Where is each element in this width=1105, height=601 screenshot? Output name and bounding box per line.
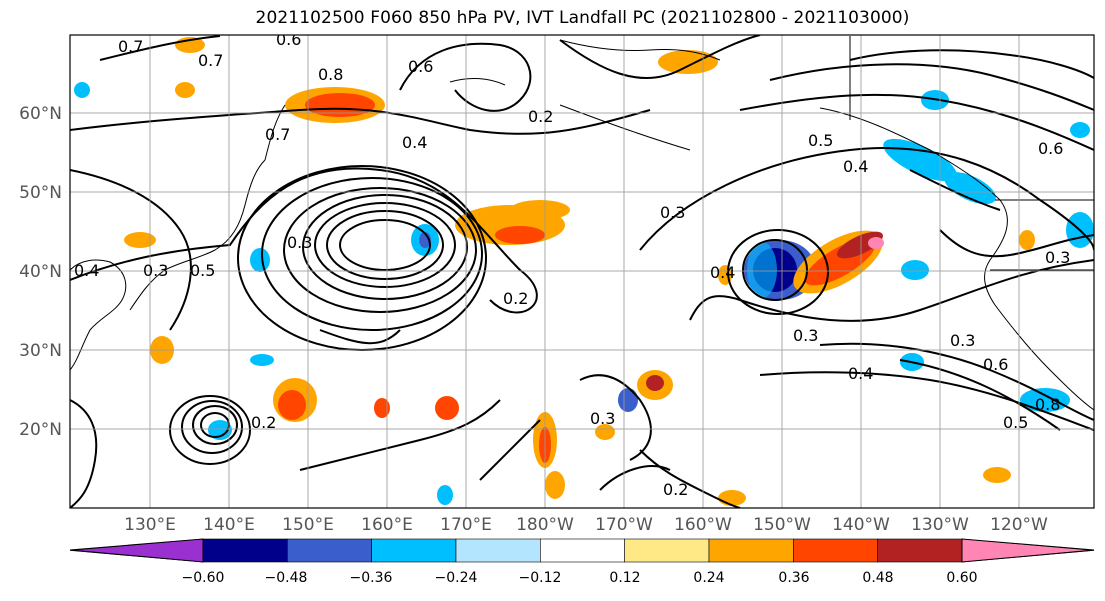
contour-label: 0.6 <box>408 57 433 76</box>
contour-label: 0.3 <box>793 326 818 345</box>
contour-label: 0.3 <box>1045 248 1070 267</box>
contour-label: 0.3 <box>143 261 168 280</box>
lat-label: 30°N <box>19 341 62 361</box>
colorbar-tick: −0.24 <box>434 570 478 586</box>
contour-label: 0.3 <box>287 233 312 252</box>
contour-label: 0.6 <box>276 30 301 49</box>
contour-label: 0.3 <box>660 203 685 222</box>
contour-label: 0.7 <box>265 125 290 144</box>
colorbar-tick: −0.48 <box>264 570 308 586</box>
lat-label: 20°N <box>19 420 62 440</box>
contour-label: 0.7 <box>198 51 223 70</box>
lon-label: 150°E <box>282 515 334 535</box>
lat-label: 40°N <box>19 262 62 282</box>
shading-layer <box>74 37 1094 506</box>
graticule <box>70 35 1094 508</box>
lon-label: 150°W <box>753 515 811 535</box>
coastline-layer <box>70 36 1094 411</box>
colorbar-tick: 0.60 <box>946 570 978 586</box>
colorbar-tick: 0.12 <box>609 570 641 586</box>
colorbar-tick: −0.36 <box>349 570 393 586</box>
lon-label: 160°W <box>674 515 732 535</box>
lat-label: 50°N <box>19 183 62 203</box>
lon-label: 120°W <box>990 515 1048 535</box>
lon-label: 180°W <box>516 515 574 535</box>
contour-label: 0.4 <box>710 263 735 282</box>
contour-label: 0.8 <box>318 65 343 84</box>
contour-label: 0.7 <box>118 37 143 56</box>
contour-labels: 0.7 0.6 0.7 0.8 0.7 0.6 0.4 0.2 0.5 0.4 … <box>74 30 1070 499</box>
lon-label: 170°W <box>595 515 653 535</box>
contour-label: 0.5 <box>190 261 215 280</box>
colorbar-tick: 0.36 <box>778 570 810 586</box>
contour-label: 0.6 <box>1038 139 1063 158</box>
lon-label: 170°E <box>440 515 492 535</box>
contour-label: 0.2 <box>528 107 553 126</box>
contour-label: 0.8 <box>1035 395 1060 414</box>
lon-label: 160°E <box>361 515 413 535</box>
lon-label: 140°E <box>203 515 255 535</box>
contour-label: 0.4 <box>848 364 873 383</box>
contour-label: 0.3 <box>590 409 615 428</box>
lon-label: 140°W <box>832 515 890 535</box>
lon-label: 130°W <box>911 515 969 535</box>
contour-label: 0.2 <box>251 413 276 432</box>
contour-label: 0.5 <box>808 131 833 150</box>
contour-label: 0.3 <box>950 331 975 350</box>
colorbar-tick: −0.12 <box>518 570 562 586</box>
colorbar-tick: −0.60 <box>181 570 225 586</box>
contour-label: 0.2 <box>663 480 688 499</box>
colorbar-tick: 0.24 <box>693 570 725 586</box>
colorbar-tick: 0.48 <box>862 570 894 586</box>
contour-label: 0.6 <box>983 355 1008 374</box>
lat-label: 60°N <box>19 104 62 124</box>
contour-label: 0.5 <box>1003 413 1028 432</box>
contour-label: 0.4 <box>843 157 868 176</box>
map-title: 2021102500 F060 850 hPa PV, IVT Landfall… <box>255 8 910 28</box>
contour-label: 0.4 <box>74 261 99 280</box>
contour-label: 0.2 <box>503 289 528 308</box>
lon-label: 130°E <box>124 515 176 535</box>
contour-label: 0.4 <box>402 133 427 152</box>
